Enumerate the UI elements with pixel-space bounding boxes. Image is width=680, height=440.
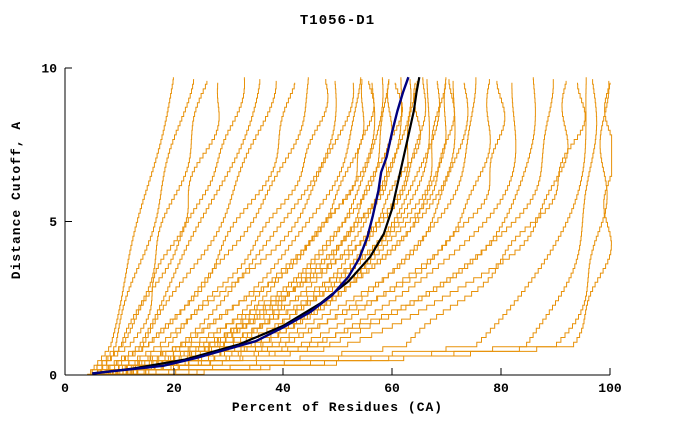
- chart-title: T1056-D1: [299, 13, 376, 29]
- x-tick-label: 20: [166, 381, 182, 396]
- x-tick-label: 0: [61, 381, 69, 396]
- x-tick-label: 80: [493, 381, 509, 396]
- x-axis-label: Percent of Residues (CA): [231, 400, 444, 415]
- black-reference-curve: [92, 77, 421, 375]
- x-tick-label: 60: [384, 381, 400, 396]
- axes: [64, 67, 611, 376]
- navy-reference-curve: [92, 76, 410, 375]
- x-tick-label: 100: [598, 381, 622, 396]
- y-tick-label: 5: [49, 215, 57, 230]
- model-curves: [87, 77, 613, 375]
- x-tick-label: 40: [275, 381, 291, 396]
- y-tick-label: 0: [49, 369, 57, 384]
- reference-curves: [92, 76, 421, 375]
- y-tick-label: 10: [41, 62, 57, 77]
